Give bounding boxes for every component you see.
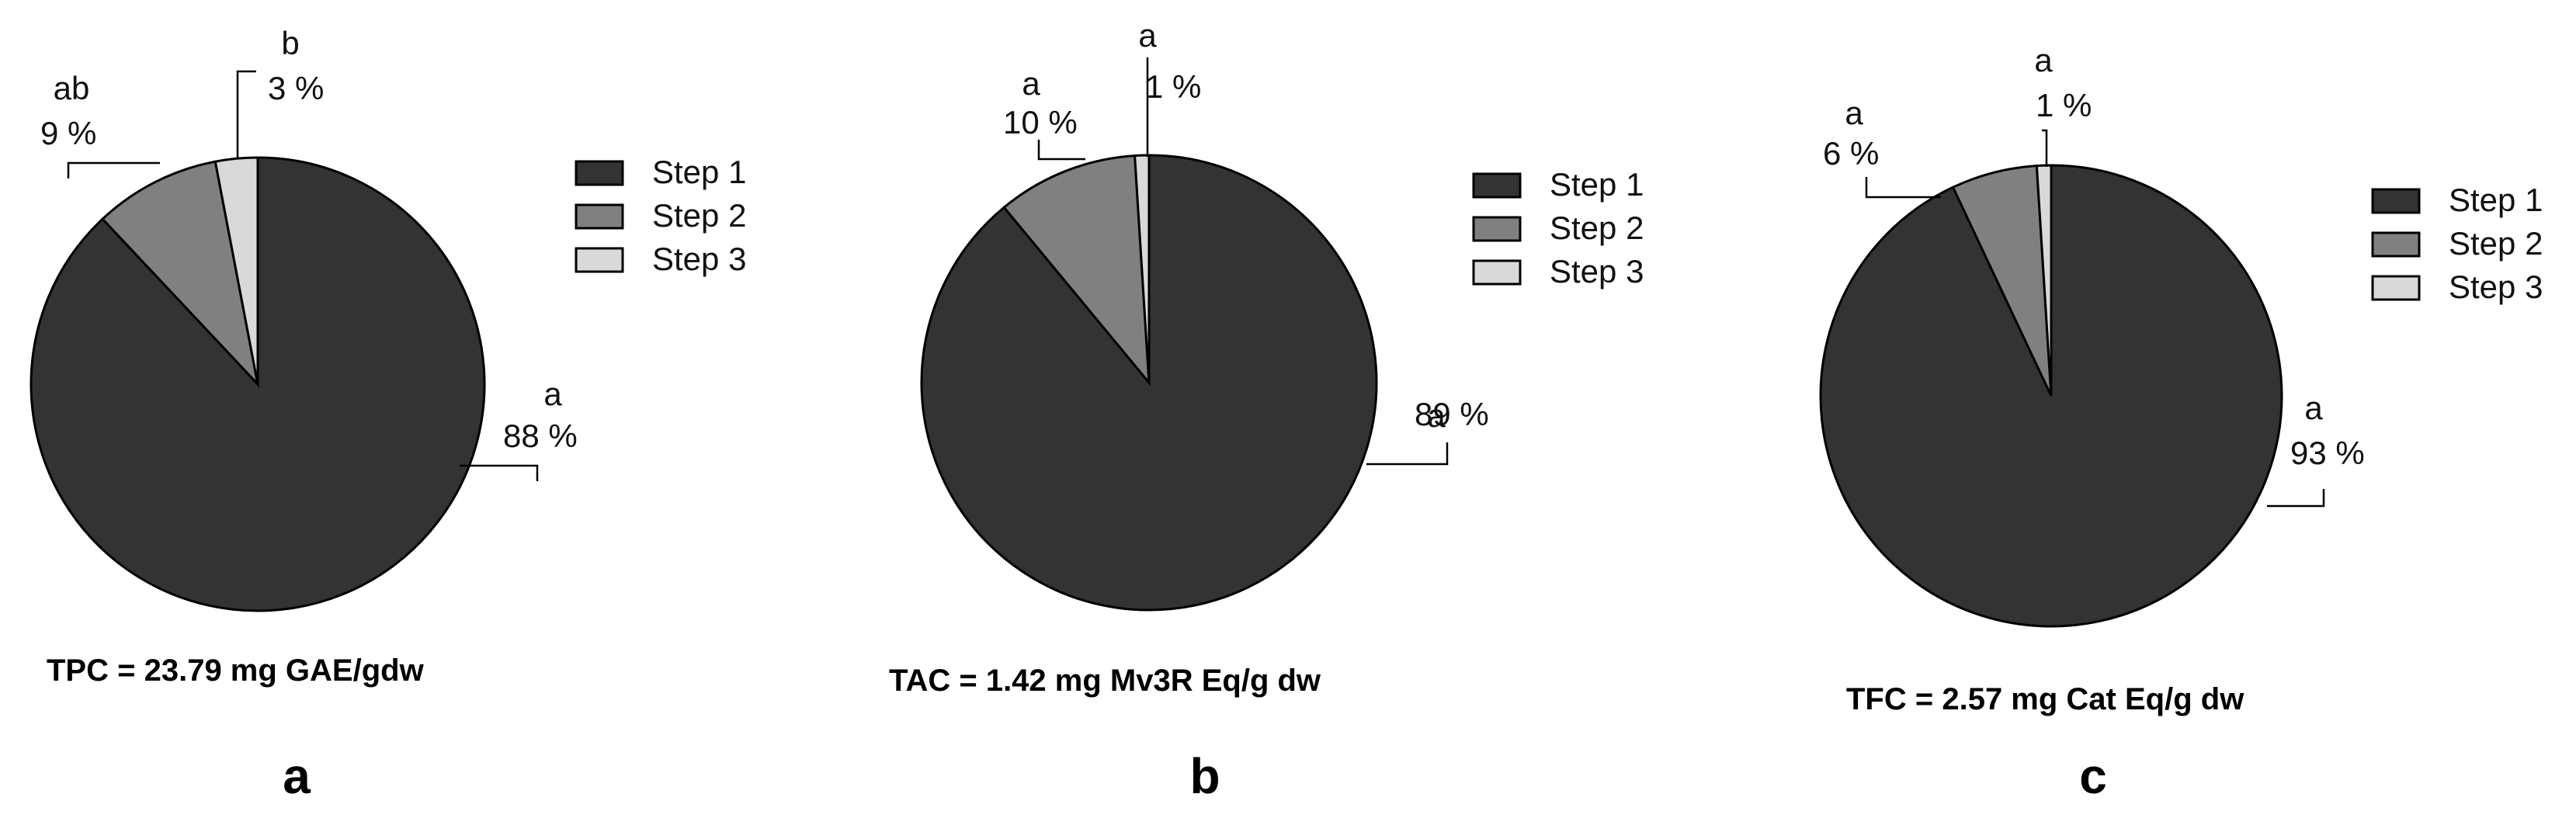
legend-label-step-2: Step 2 [2449, 225, 2543, 262]
legend-label-step-1: Step 1 [652, 154, 746, 190]
percent-label: 1 % [1145, 68, 1201, 105]
leader-line [1865, 177, 1941, 199]
caption-b: TAC = 1.42 mg Mv3R Eq/g dw [889, 664, 1321, 698]
legend-swatch-step-3 [1472, 259, 1522, 286]
pie-chart-a: Step 1 Step 2 Step 3 a 88 % ab 9 % b 3 % TPC = … [30, 25, 746, 804]
panel-letter-b: b [1189, 748, 1220, 804]
pie-slice-step-3 [214, 156, 259, 385]
leader-line [67, 161, 160, 179]
legend-a: Step 1 Step 2 Step 3 [575, 154, 746, 277]
legend-swatch-step-3 [575, 247, 624, 273]
legend-swatch-step-2 [1472, 216, 1522, 242]
panel-letter-c: c [2079, 748, 2107, 804]
percent-label: 93 % [2290, 435, 2365, 471]
caption-c: TFC = 2.57 mg Cat Eq/g dw [1846, 682, 2244, 716]
significance-letter: a [2304, 390, 2323, 426]
leader-line [2042, 129, 2048, 167]
percent-label: 3 % [268, 70, 324, 106]
pie-slice-step-1 [920, 154, 1378, 612]
pie-slice-step-3 [1134, 154, 1151, 383]
significance-letter: a [543, 376, 562, 412]
percent-label: 1 % [2036, 87, 2092, 123]
legend-label-step-1: Step 1 [2449, 182, 2543, 218]
legend-swatch-step-1 [575, 160, 624, 186]
legend-label-step-3: Step 3 [1550, 253, 1644, 289]
percent-label: 89 % [1415, 396, 1489, 432]
leader-line [1037, 140, 1085, 161]
legend-swatch-step-1 [2371, 188, 2421, 214]
leader-line [2267, 489, 2325, 508]
legend-swatch-step-1 [1472, 172, 1522, 199]
percent-label: 10 % [1003, 104, 1078, 140]
pie-chart-c: Step 1 Step 2 Step 3 a 93 % a 6 % a 1 % TFC = 2… [1819, 42, 2543, 804]
significance-letter: a [2034, 42, 2053, 78]
caption-a: TPC = 23.79 mg GAE/gdw [47, 653, 425, 688]
pie-slice-step-3 [2035, 164, 2053, 397]
percent-label: 6 % [1823, 135, 1879, 172]
legend-b: Step 1 Step 2 Step 3 [1472, 166, 1644, 289]
legend-c: Step 1 Step 2 Step 3 [2371, 182, 2543, 305]
legend-swatch-step-2 [2371, 231, 2421, 258]
pie-slice-step-2 [1002, 154, 1151, 387]
significance-letter: a [1427, 397, 1446, 434]
legend-label-step-3: Step 3 [2449, 269, 2543, 305]
significance-letter: ab [54, 70, 90, 106]
legend-label-step-3: Step 3 [652, 241, 746, 277]
pie-slice-step-2 [100, 160, 260, 388]
legend-swatch-step-2 [575, 203, 624, 230]
leader-line [236, 70, 256, 158]
legend-swatch-step-3 [2371, 275, 2421, 301]
leader-line [460, 464, 539, 481]
legend-label-step-2: Step 2 [652, 197, 746, 234]
legend-label-step-2: Step 2 [1550, 210, 1644, 246]
significance-letter: a [1138, 17, 1157, 54]
panel-letter-a: a [283, 748, 311, 804]
significance-letter: a [1022, 65, 1040, 102]
significance-letter: b [281, 25, 299, 61]
leader-line [1366, 442, 1449, 466]
percent-label: 88 % [503, 418, 578, 454]
legend-label-step-1: Step 1 [1550, 166, 1644, 203]
percent-label: 9 % [40, 115, 96, 151]
significance-letter: a [1845, 95, 1863, 131]
